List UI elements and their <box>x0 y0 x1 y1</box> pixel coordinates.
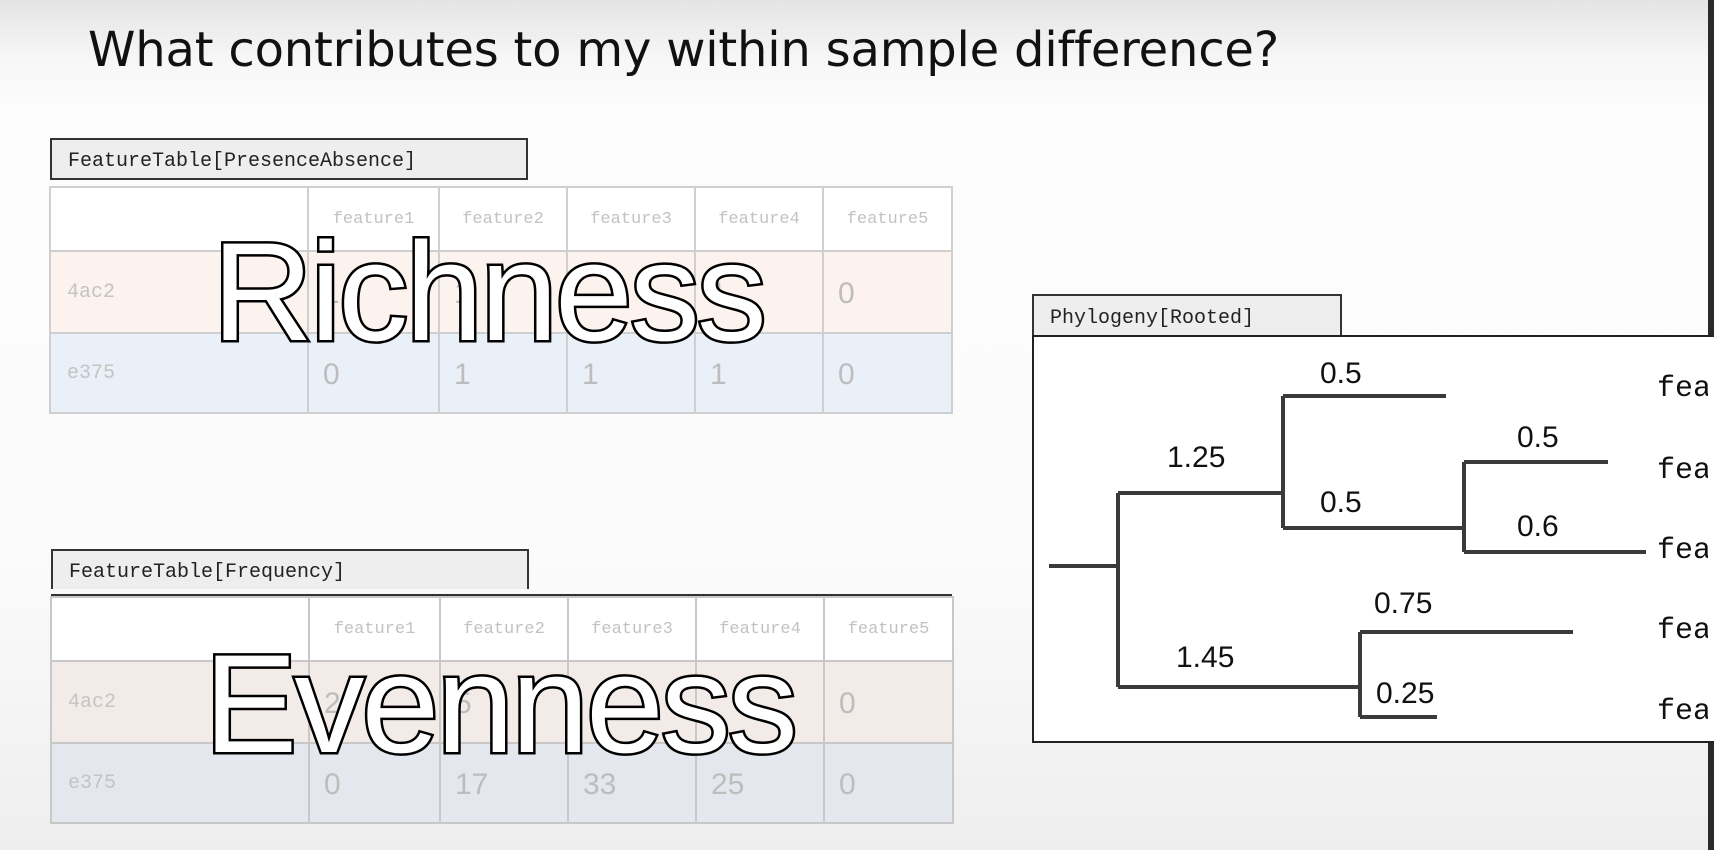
column-header: feature4 <box>695 596 825 662</box>
table-cell <box>695 660 825 744</box>
table-cell: 0 <box>823 660 954 744</box>
column-header: feature2 <box>439 596 569 662</box>
tip-label: fea <box>1657 695 1708 729</box>
phylogeny-tree: 0.5 1.25 0.5 0.5 0.6 0.75 1.45 0.25 fea … <box>1049 357 1708 729</box>
table-corner <box>50 596 310 662</box>
tip-label: fea <box>1657 372 1708 406</box>
column-header: feature5 <box>822 186 953 252</box>
frequency-table-divider <box>51 594 952 596</box>
row-label: e375 <box>49 332 309 414</box>
table-cell: 0 <box>822 250 953 334</box>
slide-title: What contributes to my within sample dif… <box>88 22 1280 78</box>
column-header: feature3 <box>566 186 696 252</box>
richness-overlay: Richness <box>210 213 770 370</box>
branch-label: 0.6 <box>1517 510 1559 543</box>
branch-label: 1.45 <box>1176 641 1234 674</box>
table-cell: 0 <box>307 332 440 414</box>
table-cell: 25 <box>308 660 441 744</box>
branch-label: 0.5 <box>1320 357 1362 390</box>
table-cell: 33 <box>567 742 697 824</box>
table-cell: 0 <box>822 332 953 414</box>
tip-label: fea <box>1657 534 1708 568</box>
table-cell: 17 <box>439 742 569 824</box>
table-cell: 1 <box>694 332 824 414</box>
presence-table: feature1 feature2 feature3 feature4 feat… <box>49 186 953 414</box>
table-cell: 25 <box>695 742 825 824</box>
column-header: feature5 <box>823 596 954 662</box>
row-label: e375 <box>50 742 310 824</box>
branch-label: 0.25 <box>1376 677 1434 710</box>
table-cell: 5 <box>439 660 569 744</box>
table-cell: 1 <box>566 332 696 414</box>
row-label: 4ac2 <box>49 250 309 334</box>
phylogeny-tab[interactable]: Phylogeny[Rooted] <box>1032 294 1342 336</box>
table-cell: 1 <box>307 250 440 334</box>
frequency-table: feature1 feature2 feature3 feature4 feat… <box>50 596 954 824</box>
table-cell: 1 <box>438 332 568 414</box>
column-header: feature1 <box>307 186 440 252</box>
table-cell <box>566 250 696 334</box>
branch-label: 1.25 <box>1167 441 1225 474</box>
table-cell <box>567 660 697 744</box>
table-cell: 0 <box>308 742 441 824</box>
column-header: feature3 <box>567 596 697 662</box>
presence-table-tab[interactable]: FeatureTable[PresenceAbsence] <box>50 138 528 178</box>
branch-label: 0.5 <box>1320 486 1362 519</box>
table-row: e375 0 17 33 25 0 <box>50 742 954 824</box>
evenness-overlay: Evenness <box>202 625 801 782</box>
tip-label: fea <box>1657 454 1708 488</box>
table-row: e375 0 1 1 1 0 <box>49 332 953 414</box>
table-cell: 1 <box>438 250 568 334</box>
branch-label: 0.75 <box>1374 587 1432 620</box>
table-cell: 1 <box>694 250 824 334</box>
column-header: feature4 <box>694 186 824 252</box>
column-header: feature2 <box>438 186 568 252</box>
table-row: 4ac2 1 1 1 0 <box>49 250 953 334</box>
table-cell: 0 <box>823 742 954 824</box>
tip-label: fea <box>1657 614 1708 648</box>
phylogeny-panel <box>1032 335 1714 743</box>
table-row: 4ac2 25 5 0 <box>50 660 954 744</box>
table-corner <box>49 186 309 252</box>
branch-label: 0.5 <box>1517 421 1559 454</box>
column-header: feature1 <box>308 596 441 662</box>
row-label: 4ac2 <box>50 660 310 744</box>
frequency-table-tab[interactable]: FeatureTable[Frequency] <box>51 549 529 589</box>
presence-table-divider <box>50 178 528 180</box>
